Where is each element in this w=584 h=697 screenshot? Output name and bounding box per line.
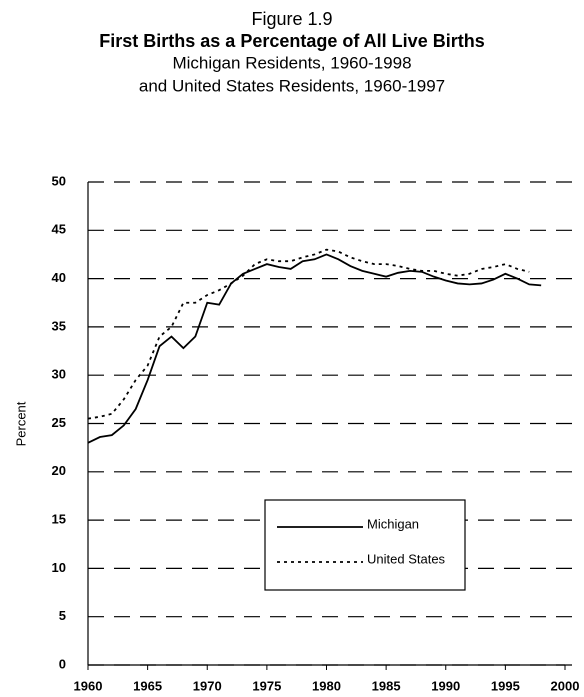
y-tick-label: 25: [52, 415, 66, 430]
figure-label: Figure 1.9: [251, 9, 332, 29]
x-tick-label: 1995: [491, 678, 520, 693]
x-tick-label: 1965: [133, 678, 162, 693]
legend-box: [264, 499, 466, 591]
chart-title: First Births as a Percentage of All Live…: [99, 31, 484, 51]
x-tick-label: 2000: [551, 678, 580, 693]
chart-subtitle: Michigan Residents, 1960-1998: [172, 53, 411, 72]
x-tick-label: 1975: [252, 678, 281, 693]
legend-label: Michigan: [367, 516, 419, 531]
series-line: [87, 248, 530, 420]
series-line: [87, 253, 542, 444]
y-tick-label: 45: [52, 222, 66, 237]
x-tick-label: 1990: [431, 678, 460, 693]
y-tick-label: 10: [52, 560, 66, 575]
y-axis-label: Percent: [13, 401, 28, 446]
x-tick-label: 1960: [74, 678, 103, 693]
chart-subtitle: and United States Residents, 1960-1997: [139, 76, 445, 95]
y-tick-label: 15: [52, 512, 66, 527]
y-tick-label: 5: [59, 608, 66, 623]
y-tick-label: 30: [52, 367, 66, 382]
y-tick-label: 20: [52, 463, 66, 478]
x-tick-label: 1985: [372, 678, 401, 693]
y-tick-label: 40: [52, 270, 66, 285]
y-tick-label: 35: [52, 318, 66, 333]
legend-label: United States: [367, 551, 446, 566]
y-tick-label: 0: [59, 656, 66, 671]
x-tick-label: 1980: [312, 678, 341, 693]
y-tick-label: 50: [52, 173, 66, 188]
x-tick-label: 1970: [193, 678, 222, 693]
